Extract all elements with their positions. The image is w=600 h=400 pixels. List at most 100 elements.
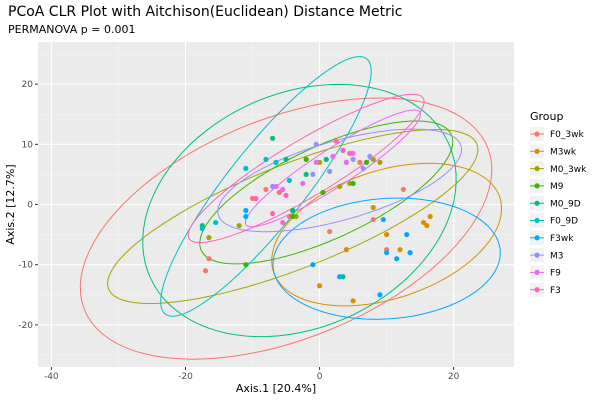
legend-key-point [534, 269, 540, 275]
ellipse-F9 [244, 109, 422, 228]
point-M0_3wk [236, 222, 242, 229]
point-F9 [300, 180, 306, 187]
y-tick-label: 10 [22, 140, 34, 150]
legend-key-point [534, 183, 540, 189]
point-F3wk [384, 250, 390, 256]
legend-key-point [534, 287, 540, 293]
ellipse-F0_9D [160, 56, 372, 317]
point-M3wk [397, 247, 403, 253]
point-F9 [273, 183, 279, 190]
point-M9 [303, 156, 309, 162]
point-M3 [327, 168, 333, 174]
point-F3wk [377, 292, 383, 298]
legend-item-M3wk: M3wk [530, 144, 577, 159]
x-tick-label: -20 [178, 372, 193, 382]
point-F3wk [380, 216, 386, 223]
y-axis-title: Axis.2 [12.7%] [4, 164, 17, 244]
x-axis-title: Axis.1 [20.4%] [236, 382, 316, 395]
point-F3wk [243, 207, 249, 214]
point-F9 [280, 186, 286, 193]
point-M3wk [424, 222, 430, 229]
legend-label: F0_9D [550, 217, 578, 227]
point-F3 [283, 192, 289, 199]
point-F0_3wk [327, 228, 333, 235]
point-F0_9D [199, 225, 205, 232]
legend-key-point [534, 252, 540, 258]
point-F0_3wk [370, 216, 376, 223]
point-M3 [313, 141, 319, 147]
ellipse-F3 [187, 93, 425, 243]
legend-item-M3: M3 [530, 248, 564, 263]
y-tick-label: 20 [22, 80, 34, 90]
point-M3wk [370, 204, 376, 211]
legend-label: F9 [550, 269, 561, 279]
legend-key-point [534, 148, 540, 154]
legend-key-point [534, 235, 540, 241]
legend-label: M0_3wk [550, 165, 587, 175]
ellipse-F0_3wk [79, 97, 493, 360]
point-F3wk [404, 231, 410, 238]
point-F3 [347, 150, 353, 156]
point-F0_9D [243, 165, 249, 171]
axis-ticks: -40 -20 0 20 -20 -10 0 10 20 [18, 80, 459, 382]
point-M3wk [343, 247, 349, 253]
point-F3wk [243, 213, 249, 220]
chart-subtitle: PERMANOVA p = 0.001 [8, 23, 135, 36]
x-tick-label: -40 [44, 372, 59, 382]
y-tick-label: -10 [18, 261, 33, 271]
legend-item-M9: M9 [530, 178, 564, 193]
ellipse-M9 [199, 120, 454, 265]
ellipse-M3 [217, 128, 462, 233]
point-F3 [280, 219, 286, 226]
point-F3 [333, 138, 339, 144]
legend-item-F3: F3 [530, 282, 561, 297]
point-M3wk [350, 298, 356, 304]
point-F0_9D [213, 219, 219, 226]
y-tick-label: 0 [27, 201, 33, 211]
point-F9 [313, 159, 319, 165]
point-F3wk [337, 274, 343, 280]
point-F0_3wk [400, 186, 406, 193]
legend-key-point [534, 166, 540, 172]
chart-title: PCoA CLR Plot with Aitchison(Euclidean) … [8, 4, 402, 20]
point-F0_9D [263, 156, 269, 162]
ellipse-M0_9D [142, 83, 457, 338]
legend-label: F3wk [550, 234, 574, 244]
point-F3 [253, 195, 259, 202]
point-M9 [363, 159, 370, 165]
point-M3wk [384, 231, 390, 238]
legend-label: F3 [550, 286, 561, 296]
point-M0_3wk [370, 156, 376, 162]
x-tick-label: 0 [317, 372, 323, 382]
legend-item-M0_3wk: M0_3wk [530, 161, 587, 176]
point-M9 [290, 213, 296, 220]
point-F9 [330, 153, 336, 159]
point-M3wk [420, 219, 427, 226]
legend-label: M3wk [550, 148, 577, 158]
ellipse-layer [79, 56, 503, 360]
legend-item-F3wk: F3wk [530, 230, 574, 245]
point-M3wk [427, 213, 433, 220]
legend: F0_3wk M3wk M0_3wk M9 M0_9D F0_9D F3wk M3 F9 F3 [530, 127, 587, 297]
legend-item-F0_3wk: F0_3wk [530, 127, 584, 141]
point-F3wk [407, 250, 413, 256]
point-M3 [360, 165, 366, 171]
point-M0_3wk [377, 159, 383, 165]
legend-item-F0_9D: F0_9D [530, 213, 578, 228]
point-M9 [243, 262, 249, 268]
point-F3 [270, 210, 276, 217]
legend-item-M0_9D: M0_9D [530, 196, 581, 211]
point-F3wk [394, 256, 400, 262]
point-F0_3wk [357, 159, 363, 165]
point-M0_9D [303, 171, 309, 178]
legend-label: M9 [550, 182, 564, 192]
point-M3wk [316, 283, 323, 289]
point-M3 [367, 153, 373, 159]
legend-key-point [534, 217, 540, 224]
point-F3wk [310, 262, 316, 268]
point-M9 [350, 180, 356, 187]
point-F0_3wk [206, 256, 212, 262]
point-M3 [350, 156, 356, 162]
y-tick-label: -20 [18, 321, 33, 331]
